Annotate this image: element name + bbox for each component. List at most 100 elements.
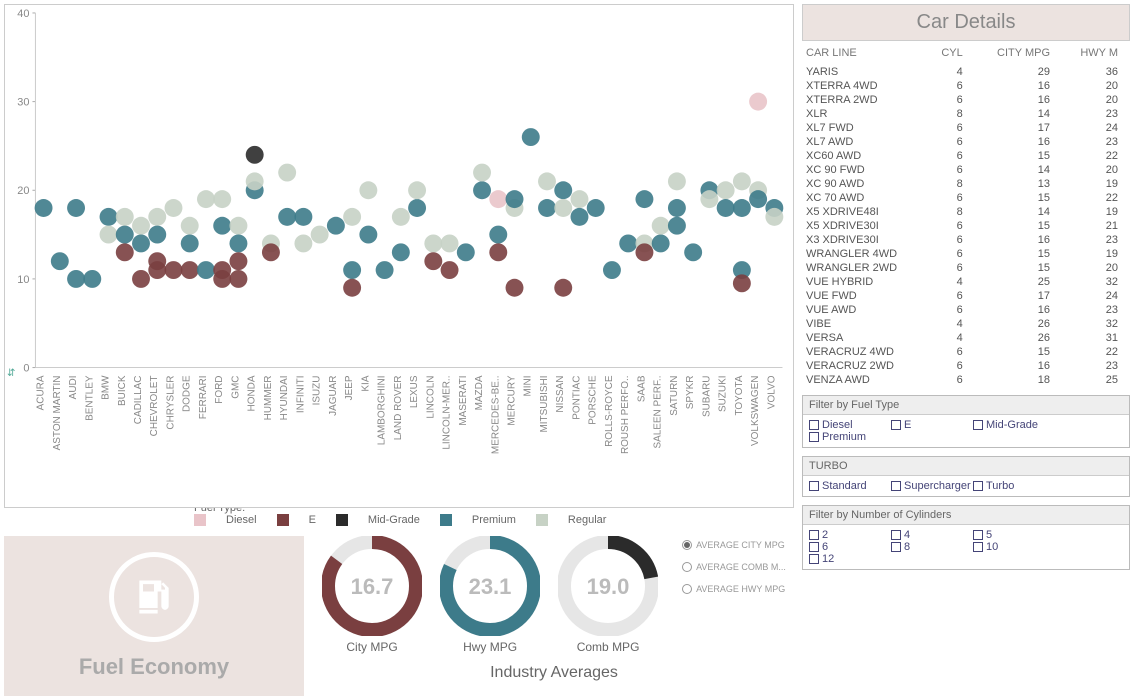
car-details-title: Car Details [802, 4, 1130, 41]
table-row[interactable]: X3 XDRIVE30I61623 [802, 233, 1130, 247]
svg-text:INFINITI: INFINITI [295, 376, 306, 414]
table-header[interactable]: CYL [927, 41, 974, 65]
table-row[interactable]: WRANGLER 4WD61519 [802, 247, 1130, 261]
gauges-panel: 16.7City MPG23.1Hwy MPG19.0Comb MPGAVERA… [314, 536, 794, 696]
legend-item[interactable]: Premium [440, 514, 516, 526]
filter-option[interactable]: 8 [891, 541, 973, 553]
filter-option[interactable]: Mid-Grade [973, 419, 1055, 431]
table-row[interactable]: VIBE42632 [802, 317, 1130, 331]
filter-option[interactable]: Standard [809, 480, 891, 492]
svg-text:0: 0 [23, 363, 29, 375]
svg-text:MERCEDES-BE..: MERCEDES-BE.. [490, 376, 501, 455]
industry-averages-title: Industry Averages [490, 664, 618, 682]
svg-text:DODGE: DODGE [182, 375, 193, 412]
legend-item[interactable]: Mid-Grade [336, 514, 420, 526]
svg-text:ROLLS-ROYCE: ROLLS-ROYCE [604, 375, 615, 447]
svg-text:NISSAN: NISSAN [555, 376, 566, 413]
filter-option[interactable]: 4 [891, 529, 973, 541]
svg-text:TOYOTA: TOYOTA [734, 375, 745, 415]
svg-text:KIA: KIA [360, 375, 371, 391]
svg-text:LAMBORGHINI: LAMBORGHINI [377, 376, 388, 446]
svg-text:BMW: BMW [101, 375, 112, 400]
filter-option[interactable]: Supercharger [891, 480, 973, 492]
svg-text:20: 20 [17, 185, 29, 197]
filter-fuel-type[interactable]: Filter by Fuel Type DieselEMid-GradePrem… [802, 395, 1130, 448]
legend-item[interactable]: E [277, 514, 316, 526]
legend-item[interactable]: Regular [536, 514, 607, 526]
svg-text:19.0: 19.0 [587, 574, 630, 599]
filter-option[interactable]: Premium [809, 431, 891, 443]
svg-text:LEXUS: LEXUS [409, 375, 420, 408]
filter-option[interactable]: E [891, 419, 973, 431]
svg-text:FERRARI: FERRARI [198, 376, 209, 420]
svg-text:VOLKSWAGEN: VOLKSWAGEN [750, 376, 761, 446]
svg-text:ASTON MARTIN: ASTON MARTIN [52, 376, 63, 451]
filter-option[interactable]: 5 [973, 529, 1055, 541]
svg-text:SUBARU: SUBARU [701, 376, 712, 417]
table-row[interactable]: VENZA AWD61825 [802, 373, 1130, 387]
table-row[interactable]: X5 XDRIVE48I81419 [802, 205, 1130, 219]
table-row[interactable]: VERACRUZ 2WD61623 [802, 359, 1130, 373]
table-row[interactable]: VUE AWD61623 [802, 303, 1130, 317]
filter-option[interactable]: 2 [809, 529, 891, 541]
table-row[interactable]: XL7 FWD61724 [802, 121, 1130, 135]
filter-option[interactable]: 6 [809, 541, 891, 553]
table-row[interactable]: XLR81423 [802, 107, 1130, 121]
car-details-table[interactable]: CAR LINECYLCITY MPGHWY M YARIS42936XTERR… [802, 41, 1130, 387]
fuel-economy-title: Fuel Economy [79, 654, 229, 680]
svg-text:HUMMER: HUMMER [263, 376, 274, 421]
svg-text:LINCOLN-MER..: LINCOLN-MER.. [442, 376, 453, 450]
table-row[interactable]: XL7 AWD61623 [802, 135, 1130, 149]
filter-option[interactable]: Turbo [973, 480, 1055, 492]
svg-text:SUZUKI: SUZUKI [718, 376, 729, 413]
svg-text:ACURA: ACURA [36, 375, 47, 410]
table-row[interactable]: XC60 AWD61522 [802, 149, 1130, 163]
radio-average-city-mpg[interactable]: AVERAGE CITY MPG [682, 540, 786, 550]
svg-text:SPYKR: SPYKR [685, 376, 696, 410]
filter-turbo[interactable]: TURBO StandardSuperchargerTurbo [802, 456, 1130, 497]
table-row[interactable]: X5 XDRIVE30I61521 [802, 219, 1130, 233]
table-row[interactable]: XC 90 AWD81319 [802, 177, 1130, 191]
legend-item[interactable]: Diesel [194, 514, 257, 526]
svg-text:40: 40 [17, 8, 29, 20]
radio-average-comb-m-[interactable]: AVERAGE COMB M... [682, 562, 786, 572]
table-row[interactable]: XTERRA 4WD61620 [802, 79, 1130, 93]
svg-text:CHRYSLER: CHRYSLER [165, 376, 176, 430]
filter-cylinders[interactable]: Filter by Number of Cylinders 245681012 [802, 505, 1130, 570]
table-row[interactable]: VUE HYBRID42532 [802, 275, 1130, 289]
reflow-icon[interactable]: ⇵ [7, 368, 15, 379]
svg-text:30: 30 [17, 97, 29, 109]
svg-text:BENTLEY: BENTLEY [84, 375, 95, 421]
svg-text:MINI: MINI [523, 376, 534, 397]
table-row[interactable]: XC 70 AWD61522 [802, 191, 1130, 205]
table-row[interactable]: VERACRUZ 4WD61522 [802, 345, 1130, 359]
svg-text:BUICK: BUICK [117, 375, 128, 406]
table-header[interactable]: HWY M [1062, 41, 1130, 65]
table-header[interactable]: CAR LINE [802, 41, 927, 65]
svg-text:16.7: 16.7 [351, 574, 394, 599]
table-row[interactable]: XTERRA 2WD61620 [802, 93, 1130, 107]
svg-text:AUDI: AUDI [68, 376, 79, 400]
table-header[interactable]: CITY MPG [975, 41, 1062, 65]
table-row[interactable]: WRANGLER 2WD61520 [802, 261, 1130, 275]
svg-text:SAAB: SAAB [636, 375, 647, 402]
svg-text:JAGUAR: JAGUAR [328, 376, 339, 416]
fuel-economy-tile: Fuel Economy [4, 536, 304, 696]
filter-option[interactable]: 12 [809, 553, 891, 565]
svg-text:FORD: FORD [214, 376, 225, 404]
gauge-city-mpg: 16.7City MPG [322, 536, 422, 654]
svg-text:GMC: GMC [230, 376, 241, 399]
svg-text:HONDA: HONDA [247, 375, 258, 411]
table-row[interactable]: VUE FWD61724 [802, 289, 1130, 303]
svg-text:CADILLAC: CADILLAC [133, 376, 144, 425]
svg-text:CHEVROLET: CHEVROLET [149, 376, 160, 437]
table-row[interactable]: YARIS42936 [802, 65, 1130, 79]
scatter-chart[interactable]: 010203040ACURAASTON MARTINAUDIBENTLEYBMW… [4, 4, 794, 508]
svg-text:JEEP: JEEP [344, 375, 355, 400]
filter-option[interactable]: Diesel [809, 419, 891, 431]
svg-text:MAZDA: MAZDA [474, 375, 485, 410]
radio-average-hwy-mpg[interactable]: AVERAGE HWY MPG [682, 584, 786, 594]
filter-option[interactable]: 10 [973, 541, 1055, 553]
table-row[interactable]: XC 90 FWD61420 [802, 163, 1130, 177]
table-row[interactable]: VERSA42631 [802, 331, 1130, 345]
